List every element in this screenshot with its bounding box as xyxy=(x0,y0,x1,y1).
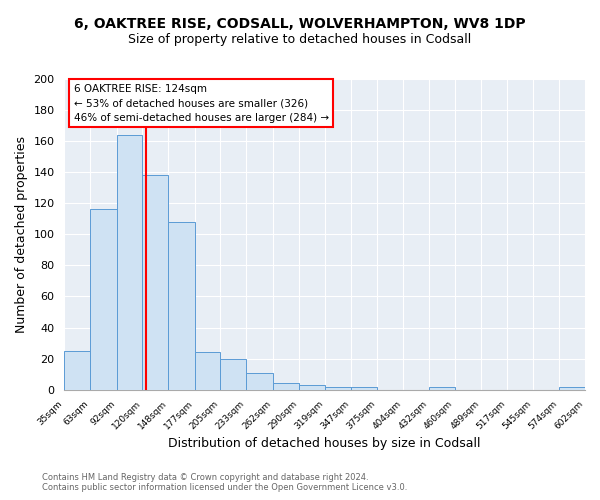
Text: Size of property relative to detached houses in Codsall: Size of property relative to detached ho… xyxy=(128,32,472,46)
Bar xyxy=(325,386,351,390)
Bar xyxy=(90,210,117,390)
Bar xyxy=(351,386,377,390)
Bar xyxy=(168,222,195,390)
Bar xyxy=(299,385,325,390)
Text: Contains HM Land Registry data © Crown copyright and database right 2024.: Contains HM Land Registry data © Crown c… xyxy=(42,474,368,482)
Bar xyxy=(246,372,273,390)
Bar xyxy=(559,386,585,390)
Text: Contains public sector information licensed under the Open Government Licence v3: Contains public sector information licen… xyxy=(42,484,407,492)
Bar xyxy=(220,358,246,390)
Bar xyxy=(142,176,168,390)
X-axis label: Distribution of detached houses by size in Codsall: Distribution of detached houses by size … xyxy=(169,437,481,450)
Bar xyxy=(273,384,299,390)
Bar xyxy=(117,135,142,390)
Y-axis label: Number of detached properties: Number of detached properties xyxy=(15,136,28,333)
Bar xyxy=(64,351,90,390)
Bar xyxy=(195,352,220,390)
Bar xyxy=(429,386,455,390)
Text: 6 OAKTREE RISE: 124sqm
← 53% of detached houses are smaller (326)
46% of semi-de: 6 OAKTREE RISE: 124sqm ← 53% of detached… xyxy=(74,84,329,124)
Text: 6, OAKTREE RISE, CODSALL, WOLVERHAMPTON, WV8 1DP: 6, OAKTREE RISE, CODSALL, WOLVERHAMPTON,… xyxy=(74,18,526,32)
